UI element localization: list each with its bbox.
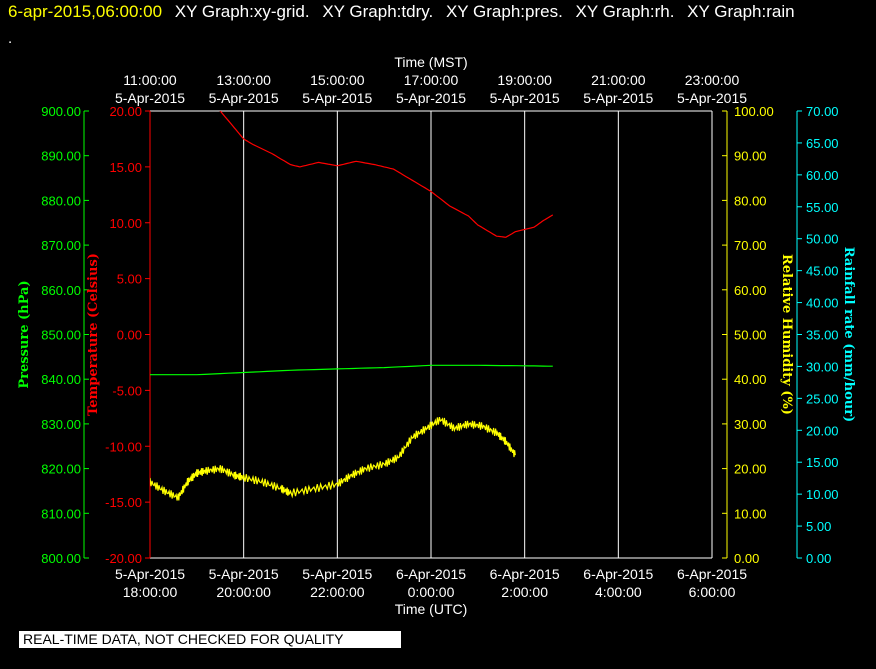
rain-axis-title: Rainfall rate (mm/hour) [841,247,856,422]
pressure-tick-label: 900.00 [41,104,81,119]
humidity-tick-label: 40.00 [734,372,767,387]
rain-tick-label: 50.00 [806,232,839,247]
series-line-pres [150,364,553,376]
quality-notice: REAL-TIME DATA, NOT CHECKED FOR QUALITY [19,631,401,648]
temperature-tick-label: -20.00 [105,551,142,566]
pressure-tick-label: 860.00 [41,283,81,298]
rain-tick-label: 70.00 [806,104,839,119]
top-tick-time: 11:00:00 [123,72,177,88]
rain-tick-label: 45.00 [806,264,839,279]
bottom-tick-time: 6:00:00 [689,584,736,600]
top-tick-time: 19:00:00 [497,72,552,88]
top-tick-date: 5-Apr-2015 [583,90,653,106]
humidity-tick-label: 0.00 [734,551,759,566]
top-tick-date: 5-Apr-2015 [677,90,747,106]
rain-tick-label: 20.00 [806,423,839,438]
status-dot: . [8,30,13,47]
pressure-tick-label: 850.00 [41,328,81,343]
top-tick-time: 13:00:00 [216,72,271,88]
series-line-rh [150,416,516,501]
bottom-tick-date: 5-Apr-2015 [209,566,279,582]
bottom-axis-title: Time (UTC) [395,601,468,617]
top-tick-date: 5-Apr-2015 [490,90,560,106]
pressure-tick-label: 800.00 [41,551,81,566]
pressure-tick-label: 890.00 [41,149,81,164]
bottom-tick-date: 6-Apr-2015 [490,566,560,582]
bottom-tick-time: 2:00:00 [501,584,548,600]
graph-header: 6-apr-2015,06:00:00 XY Graph:xy-grid. XY… [8,2,795,22]
top-tick-time: 23:00:00 [685,72,740,88]
humidity-tick-label: 100.00 [734,104,774,119]
humidity-tick-label: 50.00 [734,328,767,343]
rain-tick-label: 10.00 [806,487,839,502]
temperature-tick-label: 20.00 [109,104,142,119]
pressure-tick-label: 810.00 [41,506,81,521]
top-tick-time: 17:00:00 [404,72,459,88]
rain-tick-label: 15.00 [806,455,839,470]
bottom-tick-date: 6-Apr-2015 [583,566,653,582]
humidity-tick-label: 20.00 [734,462,767,477]
pressure-tick-label: 830.00 [41,417,81,432]
bottom-tick-date: 5-Apr-2015 [115,566,185,582]
temperature-tick-label: 5.00 [117,272,142,287]
bottom-tick-time: 0:00:00 [408,584,455,600]
graph-title-tdry: XY Graph:tdry. [322,2,434,21]
temperature-tick-label: 0.00 [117,328,142,343]
rain-tick-label: 40.00 [806,296,839,311]
temperature-axis-title: Temperature (Celsius) [86,253,101,416]
rain-tick-label: 35.00 [806,328,839,343]
graph-title-xy-grid: XY Graph:xy-grid. [174,2,310,21]
graph-title-pres: XY Graph:pres. [445,2,563,21]
humidity-tick-label: 90.00 [734,149,767,164]
bottom-tick-time: 18:00:00 [123,584,178,600]
top-tick-date: 5-Apr-2015 [115,90,185,106]
humidity-tick-label: 30.00 [734,417,767,432]
rain-tick-label: 60.00 [806,168,839,183]
top-axis-title: Time (MST) [394,54,467,70]
date-label: 6-apr-2015,06:00:00 [8,2,163,21]
top-tick-date: 5-Apr-2015 [209,90,279,106]
bottom-tick-date: 5-Apr-2015 [302,566,372,582]
bottom-tick-date: 6-Apr-2015 [677,566,747,582]
temperature-tick-label: 10.00 [109,216,142,231]
humidity-axis-title: Relative Humidity (%) [779,254,794,415]
humidity-tick-label: 10.00 [734,506,767,521]
rain-tick-label: 0.00 [806,551,831,566]
top-tick-time: 15:00:00 [310,72,365,88]
pressure-tick-label: 840.00 [41,372,81,387]
rain-tick-label: 55.00 [806,200,839,215]
bottom-tick-date: 6-Apr-2015 [396,566,466,582]
humidity-tick-label: 80.00 [734,193,767,208]
temperature-tick-label: -5.00 [112,383,142,398]
pressure-tick-label: 820.00 [41,462,81,477]
graph-title-rh: XY Graph:rh. [575,2,675,21]
top-tick-time: 21:00:00 [591,72,646,88]
top-tick-date: 5-Apr-2015 [396,90,466,106]
rain-tick-label: 30.00 [806,359,839,374]
humidity-tick-label: 70.00 [734,238,767,253]
pressure-tick-label: 880.00 [41,193,81,208]
bottom-tick-time: 22:00:00 [310,584,365,600]
temperature-tick-label: 15.00 [109,160,142,175]
bottom-tick-time: 4:00:00 [595,584,642,600]
rain-tick-label: 5.00 [806,519,831,534]
rain-tick-label: 65.00 [806,136,839,151]
graph-title-rain: XY Graph:rain [687,2,795,21]
top-tick-date: 5-Apr-2015 [302,90,372,106]
temperature-tick-label: -15.00 [105,495,142,510]
rain-tick-label: 25.00 [806,391,839,406]
pressure-tick-label: 870.00 [41,238,81,253]
humidity-tick-label: 60.00 [734,283,767,298]
temperature-tick-label: -10.00 [105,439,142,454]
pressure-axis-title: Pressure (hPa) [17,280,32,388]
series-line-tdry [219,111,554,238]
bottom-tick-time: 20:00:00 [216,584,271,600]
